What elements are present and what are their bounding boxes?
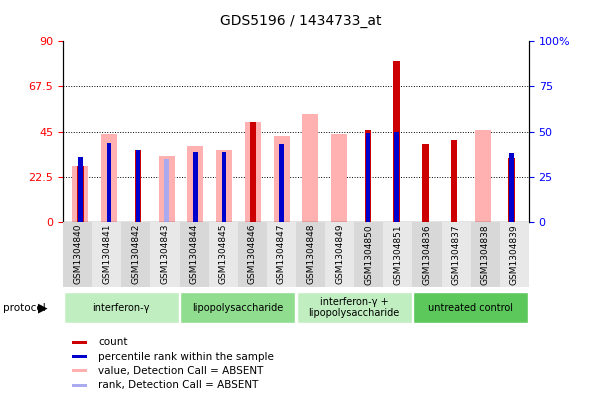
Bar [394, 132, 399, 222]
Text: interferon-γ +
lipopolysaccharide: interferon-γ + lipopolysaccharide [308, 297, 400, 318]
Bar [78, 157, 83, 222]
Bar [136, 150, 140, 222]
Bar [509, 153, 514, 222]
Text: GSM1304840: GSM1304840 [73, 224, 82, 285]
Bar [73, 166, 88, 222]
Text: lipopolysaccharide: lipopolysaccharide [192, 303, 284, 312]
Bar [302, 114, 319, 222]
Bar [121, 222, 150, 287]
Text: GSM1304848: GSM1304848 [306, 224, 315, 285]
Text: GSM1304836: GSM1304836 [423, 224, 432, 285]
Text: interferon-γ: interferon-γ [93, 303, 150, 312]
Text: GSM1304837: GSM1304837 [451, 224, 460, 285]
Bar [159, 156, 174, 222]
Text: rank, Detection Call = ABSENT: rank, Detection Call = ABSENT [98, 380, 258, 390]
Bar [245, 121, 261, 222]
Bar [216, 150, 232, 222]
Bar [471, 222, 500, 287]
Bar [77, 166, 84, 222]
Text: count: count [98, 337, 127, 347]
Text: ▶: ▶ [38, 301, 47, 314]
Bar [73, 355, 87, 358]
Bar [413, 292, 528, 323]
Bar [164, 159, 169, 222]
Bar [412, 222, 442, 287]
Bar [273, 136, 290, 222]
Bar [423, 144, 429, 222]
Text: GSM1304839: GSM1304839 [510, 224, 519, 285]
Text: protocol: protocol [3, 303, 46, 312]
Text: untreated control: untreated control [428, 303, 513, 312]
Bar [180, 292, 296, 323]
Bar [267, 222, 296, 287]
Bar [73, 384, 87, 387]
Text: GSM1304841: GSM1304841 [102, 224, 111, 285]
Text: GSM1304843: GSM1304843 [160, 224, 169, 285]
Bar [238, 222, 267, 287]
Text: percentile rank within the sample: percentile rank within the sample [98, 352, 274, 362]
Text: GSM1304845: GSM1304845 [219, 224, 228, 285]
Bar [325, 222, 354, 287]
Bar [222, 152, 227, 222]
Bar [500, 222, 529, 287]
Bar [249, 121, 256, 222]
Bar [508, 158, 515, 222]
Text: GSM1304846: GSM1304846 [248, 224, 257, 285]
Bar [365, 134, 370, 222]
Bar [383, 222, 412, 287]
Bar [193, 152, 198, 222]
Bar [64, 292, 179, 323]
Bar [296, 292, 412, 323]
Text: GSM1304850: GSM1304850 [364, 224, 373, 285]
Bar [92, 222, 121, 287]
Bar [150, 222, 180, 287]
Bar [101, 134, 117, 222]
Bar [78, 157, 83, 222]
Bar [394, 61, 400, 222]
Bar [279, 144, 284, 222]
Bar [180, 222, 209, 287]
Bar [354, 222, 383, 287]
Bar [73, 369, 87, 373]
Bar [451, 140, 457, 222]
Bar [365, 130, 371, 222]
Bar [188, 146, 203, 222]
Text: GSM1304838: GSM1304838 [481, 224, 490, 285]
Text: GSM1304851: GSM1304851 [394, 224, 403, 285]
Bar [63, 222, 92, 287]
Bar [442, 222, 471, 287]
Text: value, Detection Call = ABSENT: value, Detection Call = ABSENT [98, 366, 263, 376]
Bar [331, 134, 347, 222]
Text: GDS5196 / 1434733_at: GDS5196 / 1434733_at [220, 14, 381, 28]
Text: GSM1304842: GSM1304842 [132, 224, 141, 285]
Text: GSM1304844: GSM1304844 [189, 224, 198, 285]
Bar [107, 143, 111, 222]
Text: GSM1304849: GSM1304849 [335, 224, 344, 285]
Bar [73, 341, 87, 344]
Bar [209, 222, 238, 287]
Bar [296, 222, 325, 287]
Text: GSM1304847: GSM1304847 [277, 224, 286, 285]
Bar [475, 130, 491, 222]
Bar [135, 150, 141, 222]
